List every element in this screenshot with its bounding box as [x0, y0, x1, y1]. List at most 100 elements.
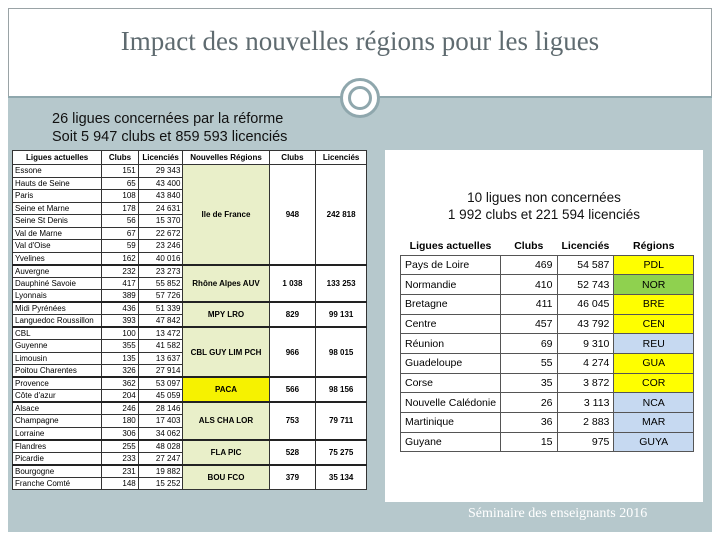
region-cell: GUYA	[613, 431, 694, 453]
clubs-cell: 151	[101, 164, 139, 178]
table-row: Auvergne 232 23 273 Rhône Alpes AUV 1 038 133…	[11, 263, 367, 303]
licencies-cell: 53 097	[137, 376, 184, 390]
licencies-cell: 45 059	[137, 389, 184, 403]
ligue-cell: Auvergne	[11, 263, 103, 278]
licencies-cell: 43 792	[556, 313, 615, 335]
clubs-cell: 355	[101, 339, 139, 353]
table-row: Guyenne 355 41 582	[11, 339, 367, 353]
ligue-cell: Champagne	[11, 414, 103, 428]
licencies-cell: 23 273	[137, 263, 184, 278]
region-clubs-cell: 379	[268, 463, 317, 490]
clubs-cell: 246	[101, 401, 139, 415]
ligue-cell: Bourgogne	[11, 463, 103, 478]
clubs-cell: 100	[101, 326, 139, 340]
table-row: Bretagne 411 46 045 BRE	[399, 293, 694, 315]
col-licencies: Licenciés	[561, 239, 610, 252]
licencies-cell: 17 403	[137, 414, 184, 428]
ligue-cell: Martinique	[399, 412, 502, 433]
clubs-cell: 148	[101, 476, 139, 490]
clubs-cell: 362	[101, 376, 139, 390]
region-licencies-cell: 79 711	[315, 401, 367, 440]
region-cell: CBL GUY LIM PCH	[182, 326, 270, 378]
col-licencies: Licenciés	[137, 150, 184, 165]
col-clubs: Clubs	[101, 150, 139, 165]
region-cell: CEN	[613, 313, 694, 335]
slide-title: Impact des nouvelles régions pour les li…	[120, 26, 600, 56]
ligue-cell: Guadeloupe	[399, 352, 502, 374]
col-clubs-region: Clubs	[268, 150, 317, 165]
region-licencies-cell: 35 134	[315, 463, 367, 490]
licencies-cell: 975	[556, 431, 615, 453]
region-cell: Ile de France	[182, 164, 270, 265]
table-row: Val de Marne 67 22 672	[11, 226, 367, 240]
licencies-cell: 47 842	[137, 314, 184, 328]
licencies-cell: 40 016	[137, 251, 184, 265]
region-cell: FLA PIC	[182, 438, 270, 465]
ligue-cell: Guyane	[399, 431, 502, 453]
region-cell: NOR	[613, 274, 694, 295]
licencies-cell: 46 045	[556, 293, 615, 315]
clubs-cell: 35	[500, 372, 558, 394]
clubs-cell: 204	[101, 389, 139, 403]
region-cell: NCA	[613, 392, 694, 413]
table-row: Val d'Oise 59 23 246	[11, 239, 367, 253]
ligue-cell: Midi Pyrénées	[11, 301, 103, 315]
licencies-cell: 43 840	[137, 189, 184, 203]
ligue-cell: Provence	[11, 376, 103, 390]
region-licencies-cell: 75 275	[315, 438, 367, 465]
table-row: Alsace 246 28 146 ALS CHA LOR 753 79 711	[11, 401, 367, 440]
licencies-cell: 24 631	[137, 201, 184, 215]
clubs-cell: 393	[101, 314, 139, 328]
licencies-cell: 48 028	[137, 438, 184, 453]
clubs-cell: 389	[101, 289, 139, 303]
ligue-cell: Franche Comté	[11, 476, 103, 490]
region-licencies-cell: 99 131	[315, 301, 367, 328]
licencies-cell: 4 274	[556, 352, 615, 374]
clubs-cell: 69	[500, 333, 558, 354]
col-licencies-region: Licenciés	[315, 150, 367, 165]
region-cell: MPY LRO	[182, 301, 270, 328]
region-clubs-cell: 829	[268, 301, 317, 328]
licencies-cell: 27 914	[137, 364, 184, 378]
licencies-cell: 51 339	[137, 301, 184, 315]
clubs-cell: 180	[101, 414, 139, 428]
clubs-cell: 436	[101, 301, 139, 315]
licencies-cell: 3 872	[556, 372, 615, 394]
table-row: Corse 35 3 872 COR	[399, 372, 694, 394]
ligue-cell: Nouvelle Calédonie	[399, 392, 502, 413]
ligue-cell: Seine St Denis	[11, 214, 103, 228]
licencies-cell: 57 726	[137, 289, 184, 303]
region-clubs-cell: 566	[268, 376, 317, 403]
clubs-cell: 55	[500, 352, 558, 374]
ligue-cell: Guyenne	[11, 339, 103, 353]
left-table-header: Ligues actuelles Clubs Licenciés Nouvell…	[11, 150, 367, 165]
licencies-cell: 22 672	[137, 226, 184, 240]
licencies-cell: 41 582	[137, 339, 184, 353]
table-row: Lorraine 306 34 062	[11, 426, 367, 440]
clubs-cell: 56	[101, 214, 139, 228]
region-cell: MAR	[613, 412, 694, 433]
licencies-cell: 15 252	[137, 476, 184, 490]
table-row: CBL 100 13 472 CBL GUY LIM PCH 966 98 015	[11, 326, 367, 378]
ligue-cell: Réunion	[399, 333, 502, 354]
clubs-cell: 411	[500, 293, 558, 315]
clubs-cell: 326	[101, 364, 139, 378]
ligue-cell: Yvelines	[11, 251, 103, 265]
ligue-cell: Lyonnais	[11, 289, 103, 303]
licencies-cell: 15 370	[137, 214, 184, 228]
ligue-cell: Essone	[11, 164, 103, 178]
ligue-cell: Languedoc Roussillon	[11, 314, 103, 328]
ligue-cell: Corse	[399, 372, 502, 394]
ligue-cell: Limousin	[11, 351, 103, 365]
region-cell: BRE	[613, 293, 694, 315]
licencies-cell: 52 743	[556, 274, 615, 295]
ligue-cell: CBL	[11, 326, 103, 340]
licencies-cell: 27 247	[137, 451, 184, 465]
ligue-cell: Bretagne	[399, 293, 502, 315]
table-row: Flandres 255 48 028 FLA PIC 528 75 275	[11, 438, 367, 465]
clubs-cell: 457	[500, 313, 558, 335]
left-header-line2: Soit 5 947 clubs et 859 593 licenciés	[52, 129, 288, 145]
ligue-cell: Alsace	[11, 401, 103, 415]
table-row: Pays de Loire 469 54 587 PDL	[399, 254, 694, 276]
ligue-cell: Paris	[11, 189, 103, 203]
